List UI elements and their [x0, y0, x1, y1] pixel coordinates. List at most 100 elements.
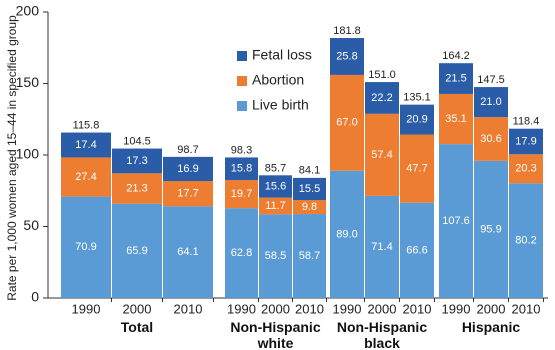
- value-label: 62.8: [231, 247, 252, 259]
- bar-segment: [293, 177, 326, 201]
- x-tick-label: 2000: [123, 301, 152, 316]
- legend-label: Abortion: [252, 72, 304, 88]
- bar-segment: [293, 214, 326, 298]
- value-label: 65.9: [126, 245, 147, 257]
- bar-segment: [225, 180, 258, 209]
- bar-segment: [259, 214, 292, 298]
- bar-segment: [400, 104, 434, 135]
- bar-segment: [474, 87, 508, 118]
- bar-segment: [61, 196, 111, 298]
- value-label: 66.6: [406, 244, 427, 256]
- bar-segment: [400, 202, 434, 298]
- bar-segment: [439, 93, 473, 145]
- bar-segment: [474, 117, 508, 161]
- x-tick-label: 2010: [512, 301, 541, 316]
- bar-segment: [163, 206, 213, 298]
- value-label: 47.7: [406, 163, 427, 175]
- x-tick-label: 1990: [333, 301, 362, 316]
- legend-label: Fetal loss: [252, 47, 312, 63]
- bar-segment: [225, 208, 258, 298]
- value-label: 95.9: [480, 223, 501, 235]
- bar-segment: [400, 134, 434, 203]
- bar-segment: [439, 63, 473, 94]
- value-label: 21.5: [445, 72, 466, 84]
- total-label: 98.3: [231, 144, 252, 156]
- y-tick-label: 0: [31, 289, 39, 305]
- value-label: 17.3: [126, 155, 147, 167]
- value-label: 30.6: [480, 133, 501, 145]
- total-label: 104.5: [123, 135, 151, 147]
- bar-segment: [365, 113, 399, 196]
- total-label: 181.8: [333, 25, 361, 37]
- legend-swatch: [237, 76, 247, 86]
- x-tick-label: 2000: [477, 301, 506, 316]
- legend-swatch: [237, 51, 247, 61]
- value-label: 17.9: [515, 135, 536, 147]
- value-label: 17.4: [75, 139, 96, 151]
- bar-segment: [330, 170, 364, 298]
- bar-segment: [163, 156, 213, 182]
- group-label: Non-Hispanic white: [230, 319, 321, 350]
- bar-segment: [163, 181, 213, 207]
- x-tick-label: 2010: [174, 301, 203, 316]
- value-label: 9.8: [302, 201, 317, 213]
- total-label: 164.2: [442, 50, 470, 62]
- total-label: 147.5: [477, 74, 505, 86]
- x-tick-label: 1990: [72, 301, 101, 316]
- value-label: 71.4: [371, 241, 392, 253]
- value-label: 107.6: [442, 215, 470, 227]
- x-tick-label: 1990: [442, 301, 471, 316]
- x-tick-label: 2010: [295, 301, 324, 316]
- value-label: 16.9: [177, 163, 198, 175]
- legend-swatch: [237, 101, 247, 111]
- value-label: 15.6: [265, 180, 286, 192]
- value-label: 21.0: [480, 96, 501, 108]
- value-label: 19.7: [231, 188, 252, 200]
- value-label: 15.5: [299, 183, 320, 195]
- x-tick-label: 2010: [403, 301, 432, 316]
- bar-segment: [330, 38, 364, 75]
- bar-segment: [293, 200, 326, 215]
- x-tick-label: 1990: [227, 301, 256, 316]
- value-label: 25.8: [336, 50, 357, 62]
- value-label: 58.5: [265, 250, 286, 262]
- y-tick-label: 150: [16, 74, 40, 90]
- bar-segment: [259, 175, 292, 198]
- value-label: 89.0: [336, 228, 357, 240]
- bar-segment: [474, 160, 508, 298]
- total-label: 84.1: [299, 165, 320, 177]
- bar-segment: [509, 183, 543, 298]
- value-label: 17.7: [177, 188, 198, 200]
- value-label: 67.0: [336, 117, 357, 129]
- bar-segment: [439, 144, 473, 298]
- group-label: Non-Hispanic black: [336, 319, 428, 350]
- value-label: 70.9: [75, 241, 96, 253]
- bar-segment: [61, 157, 111, 197]
- value-label: 27.4: [75, 171, 96, 183]
- value-label: 20.3: [515, 163, 536, 175]
- y-tick-label: 100: [16, 146, 40, 162]
- value-label: 35.1: [445, 113, 466, 125]
- bar-segment: [112, 148, 162, 174]
- total-label: 135.1: [403, 92, 431, 104]
- value-label: 20.9: [406, 114, 427, 126]
- bar-segment: [225, 157, 258, 181]
- value-label: 21.3: [126, 182, 147, 194]
- y-tick-label: 200: [16, 3, 40, 19]
- total-label: 115.8: [73, 119, 100, 131]
- value-label: 11.7: [265, 200, 286, 212]
- y-tick-label: 50: [23, 217, 39, 233]
- group-label: Total: [120, 319, 154, 335]
- bar-segment: [112, 203, 162, 298]
- total-label: 85.7: [265, 162, 286, 174]
- bar-segment: [61, 132, 111, 158]
- y-axis-label: Rate per 1,000 women aged 15–44 in speci…: [5, 15, 19, 301]
- bar-segment: [330, 74, 364, 171]
- bar-segment: [509, 154, 543, 184]
- bar-segment: [365, 82, 399, 114]
- x-tick-label: 2000: [368, 301, 397, 316]
- total-label: 151.0: [368, 69, 396, 81]
- x-tick-label: 2000: [261, 301, 290, 316]
- value-label: 15.8: [231, 163, 252, 175]
